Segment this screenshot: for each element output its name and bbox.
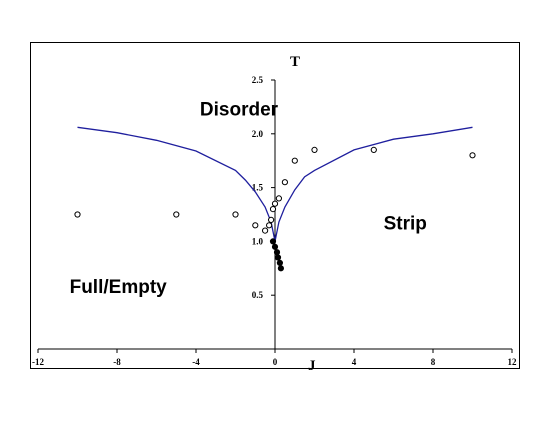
open-data-point bbox=[268, 216, 275, 223]
y-axis-title: T bbox=[290, 54, 300, 70]
filled-data-point bbox=[273, 249, 281, 256]
open-data-point bbox=[311, 146, 318, 153]
open-data-point bbox=[74, 211, 81, 218]
series-layer bbox=[74, 126, 476, 272]
open-data-point bbox=[275, 195, 282, 202]
x-tick-label: 12 bbox=[508, 357, 518, 367]
region-label: Full/Empty bbox=[70, 277, 168, 298]
ticks-layer: -12 -8 -4 0 4 8 12 0.5 1.0 1.5 2.0 2.5 bbox=[32, 75, 517, 367]
open-data-point bbox=[370, 146, 377, 153]
filled-data-point bbox=[277, 265, 284, 272]
filled-data-point bbox=[269, 238, 277, 245]
filled-data-point bbox=[271, 243, 279, 250]
filled-data-point bbox=[274, 254, 282, 261]
open-data-point bbox=[281, 179, 288, 186]
x-tick-label: 0 bbox=[273, 357, 278, 367]
open-data-point bbox=[469, 152, 476, 159]
x-tick-label: 8 bbox=[431, 357, 436, 367]
annotations-layer: Disorder Strip Full/Empty bbox=[70, 100, 427, 299]
open-data-point bbox=[269, 206, 277, 213]
y-tick-label: 1.5 bbox=[252, 183, 264, 193]
x-tick-label: -8 bbox=[113, 357, 121, 367]
y-tick-label: 2.0 bbox=[252, 129, 264, 139]
x-tick-label: -12 bbox=[32, 357, 44, 367]
open-data-point bbox=[266, 222, 273, 229]
open-data-point bbox=[271, 200, 279, 207]
open-data-point bbox=[232, 211, 239, 218]
open-data-point bbox=[262, 227, 269, 234]
region-label: Strip bbox=[384, 214, 427, 235]
region-label: Disorder bbox=[200, 100, 279, 121]
open-data-point bbox=[173, 211, 180, 218]
filled-data-point bbox=[276, 259, 283, 266]
open-data-point bbox=[252, 222, 259, 229]
x-tick-label: -4 bbox=[192, 357, 200, 367]
y-tick-label: 1.0 bbox=[252, 236, 264, 246]
open-data-point bbox=[291, 157, 298, 164]
y-tick-label: 2.5 bbox=[252, 75, 264, 85]
y-tick-label: 0.5 bbox=[252, 290, 264, 300]
x-tick-label: 4 bbox=[352, 357, 357, 367]
x-axis-title: J bbox=[308, 358, 316, 374]
